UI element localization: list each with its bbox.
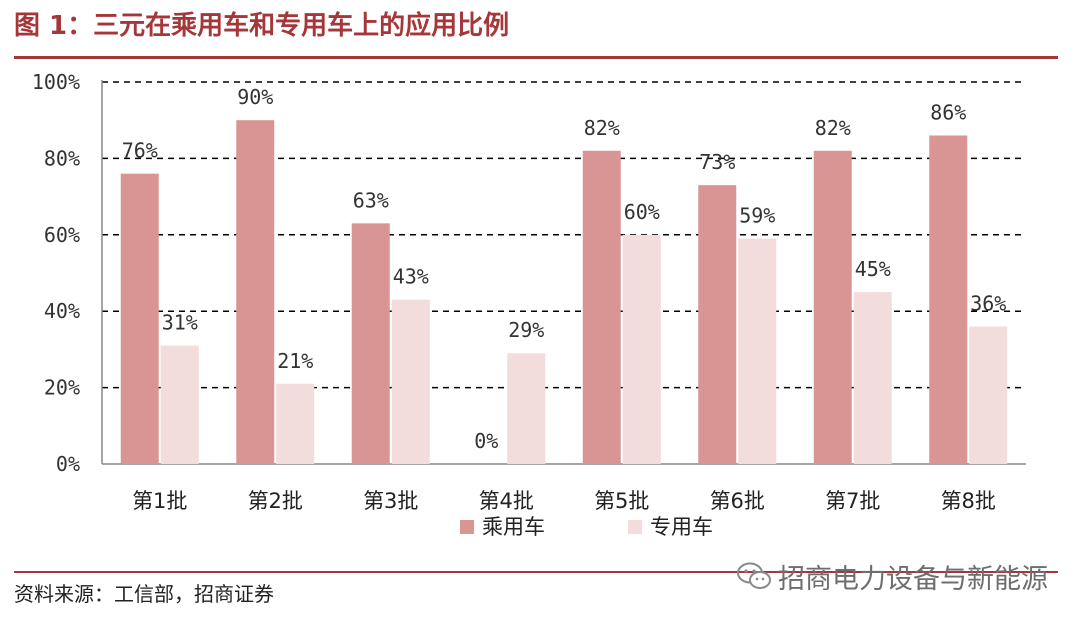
- y-tick-label: 100%: [32, 70, 80, 94]
- data-label: 60%: [624, 200, 660, 224]
- category-label: 第1批: [132, 489, 187, 513]
- axes: 0% 20% 40% 60% 80% 100% 第1批 第2批 第3批 第4批 第5批 第6批 第7批 第…: [32, 70, 1026, 513]
- category-label: 第5批: [594, 489, 649, 513]
- footer-divider: [14, 571, 1058, 573]
- bar-chart: 0% 20% 40% 60% 80% 100% 第1批 第2批 第3批 第4批 第5批 第6批 第7批 第…: [32, 70, 1026, 539]
- bar-special: [969, 326, 1008, 464]
- data-label: 36%: [970, 291, 1006, 315]
- data-label: 31%: [162, 311, 198, 335]
- bar-special: [391, 299, 430, 464]
- wechat-icon: [737, 562, 771, 589]
- category-label: 第7批: [825, 489, 880, 513]
- bar-special: [160, 345, 199, 464]
- y-tick-label: 80%: [44, 146, 80, 170]
- category-label: 第2批: [248, 489, 303, 513]
- legend: 乘用车 专用车: [460, 515, 713, 539]
- bar-special: [853, 292, 892, 464]
- category-label: 第4批: [479, 489, 534, 513]
- data-labels: 76% 90% 63% 0% 82% 73% 82% 86% 31% 21% 43% 29% 60% 59…: [122, 85, 1007, 453]
- y-tick-label: 20%: [44, 376, 80, 400]
- bar-passenger: [120, 173, 159, 464]
- category-label: 第6批: [710, 489, 765, 513]
- legend-swatch: [460, 520, 474, 534]
- data-label: 29%: [508, 318, 544, 342]
- category-label: 第8批: [941, 489, 996, 513]
- category-label: 第3批: [363, 489, 418, 513]
- bar-special: [276, 383, 315, 464]
- y-tick-label: 0%: [56, 452, 80, 476]
- bar-special: [622, 234, 661, 464]
- data-label: 63%: [353, 188, 389, 212]
- watermark-text: 招商电力设备与新能源: [778, 563, 1048, 595]
- bar-passenger: [813, 150, 852, 464]
- y-tick-label: 40%: [44, 299, 80, 323]
- bar-passenger: [351, 223, 390, 464]
- data-label: 86%: [930, 100, 966, 124]
- legend-label: 专用车: [650, 515, 713, 539]
- legend-label: 乘用车: [482, 515, 545, 539]
- watermark: 招商电力设备与新能源: [736, 556, 1048, 596]
- bar-passenger: [236, 120, 275, 464]
- bar-passenger: [582, 150, 621, 464]
- bar-special: [738, 238, 777, 464]
- bar-passenger: [929, 135, 968, 465]
- source-note: 资料来源：工信部，招商证券: [14, 582, 274, 606]
- bar-passenger: [698, 185, 737, 464]
- y-tick-label: 60%: [44, 223, 80, 247]
- data-label: 21%: [277, 349, 313, 373]
- bar-special: [507, 353, 546, 464]
- data-label: 43%: [393, 265, 429, 289]
- data-label: 90%: [237, 85, 273, 109]
- data-label: 45%: [855, 257, 891, 281]
- data-label: 0%: [474, 429, 498, 453]
- figure-title: 图 1：三元在乘用车和专用车上的应用比例: [14, 11, 510, 41]
- data-label: 73%: [699, 150, 735, 174]
- data-label: 59%: [739, 204, 775, 228]
- data-label: 82%: [584, 116, 620, 140]
- data-label: 76%: [122, 139, 158, 163]
- data-label: 82%: [815, 116, 851, 140]
- title-divider: [14, 56, 1058, 59]
- bars: [120, 120, 1008, 465]
- legend-swatch: [628, 520, 642, 534]
